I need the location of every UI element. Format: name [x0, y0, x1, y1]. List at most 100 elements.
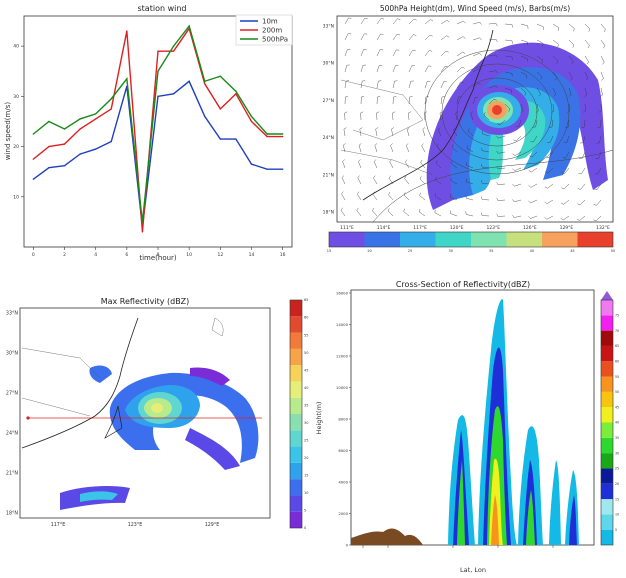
lon-tick-label: 117°E	[413, 225, 427, 231]
data-point	[266, 136, 267, 137]
colorbar-swatch	[290, 479, 302, 495]
lat-tick-label: 18°N	[6, 511, 19, 517]
data-point	[157, 96, 158, 97]
colorbar-swatch	[290, 512, 302, 528]
data-point	[79, 153, 80, 154]
data-point	[282, 168, 283, 169]
y-tick-label: 2000	[338, 511, 348, 516]
colorbar-tick-label: 30	[615, 451, 619, 455]
colorbar-tick-label: 30	[304, 421, 308, 425]
data-point	[142, 231, 143, 232]
max-reflectivity-map: Max Reflectivity (dBZ) 18°N21°N24°N27°N3…	[0, 288, 313, 576]
colorbar-swatch	[290, 333, 302, 349]
y-tick-label: 10000	[336, 385, 349, 390]
x-axis-label: Lat, Lon	[460, 566, 486, 574]
x-axis-label: time(hour)	[139, 254, 177, 262]
y-tick-label: 30	[13, 94, 19, 100]
chart-title: station wind	[138, 4, 187, 13]
colorbar-swatch	[436, 232, 472, 247]
data-point	[157, 71, 158, 72]
colorbar-swatch	[290, 349, 302, 365]
y-tick-label: 0	[346, 542, 349, 547]
colorbar-tick-label: 50	[304, 351, 308, 355]
data-point	[235, 138, 236, 139]
lon-tick-label: 117°E	[51, 522, 66, 528]
x-tick-label: 12	[217, 252, 223, 258]
x-tick-label: 4	[94, 252, 97, 258]
data-point	[235, 91, 236, 92]
data-point	[79, 118, 80, 119]
lat-tick-label: 27°N	[323, 98, 334, 104]
x-tick-label: 6	[125, 252, 128, 258]
map-title: Max Reflectivity (dBZ)	[101, 297, 190, 306]
data-point	[142, 221, 143, 222]
legend-entry-500hpa: 500hPa	[262, 36, 288, 44]
y-tick-label: 12000	[336, 353, 349, 358]
legend-entry-10m: 10m	[262, 18, 278, 26]
colorbar-tick-label: 55	[615, 375, 619, 379]
colorbar-tick-label: 45	[570, 249, 574, 253]
colorbar-swatch	[290, 300, 302, 316]
colorbar-swatch	[601, 331, 613, 346]
colorbar-tick-label: 5	[615, 528, 617, 532]
colorbar-swatch	[578, 232, 614, 247]
y-tick-label: 14000	[336, 322, 349, 327]
colorbar-tick-label: 15	[327, 249, 331, 253]
colorbar-swatch	[329, 232, 365, 247]
data-point	[251, 163, 252, 164]
lat-tick-label: 21°N	[6, 471, 19, 477]
lon-tick-label: 123°E	[486, 225, 500, 231]
colorbar-swatch	[601, 438, 613, 453]
colorbar-swatch	[290, 414, 302, 430]
data-point	[266, 168, 267, 169]
colorbar-tick-label: 20	[367, 249, 371, 253]
cross-section-chart: Cross-Section of Reflectivity(dBZ) 02000…	[313, 290, 626, 578]
data-point	[173, 45, 174, 46]
x-tick-label: 16	[280, 252, 286, 258]
colorbar-tick-label: 35	[304, 403, 308, 407]
chart-title: Cross-Section of Reflectivity(dBZ)	[396, 280, 530, 289]
colorbar-tick-label: 50	[615, 390, 619, 394]
colorbar-tick-label: 75	[615, 314, 619, 318]
colorbar-tick-label: 10	[304, 491, 308, 495]
colorbar-swatch	[290, 463, 302, 479]
lat-tick-label: 33°N	[6, 311, 19, 317]
y-tick-label: 16000	[336, 290, 349, 295]
lat-tick-label: 33°N	[323, 24, 334, 30]
colorbar-tick-label: 30	[448, 249, 452, 253]
map-title: 500hPa Height(dm), Wind Speed (m/s), Bar…	[380, 4, 570, 13]
data-point	[111, 141, 112, 142]
colorbar-swatch	[601, 300, 613, 315]
height-wind-map: 500hPa Height(dm), Wind Speed (m/s), Bar…	[313, 0, 626, 288]
colorbar-tick-label: 0	[304, 526, 306, 530]
colorbar-extend-arrow	[601, 291, 613, 300]
colorbar-tick-label: 40	[530, 249, 534, 253]
data-point	[33, 179, 34, 180]
lon-tick-label: 123°E	[128, 522, 143, 528]
data-point	[48, 146, 49, 147]
data-point	[204, 116, 205, 117]
data-point	[111, 108, 112, 109]
colorbar-tick-label: 50	[611, 249, 615, 253]
data-point	[282, 136, 283, 137]
lat-tick-label: 27°N	[6, 391, 19, 397]
colorbar-swatch	[290, 430, 302, 446]
colorbar-tick-label: 40	[615, 421, 619, 425]
colorbar-tick-label: 5	[304, 509, 306, 513]
data-point	[111, 98, 112, 99]
colorbar-tick-label: 10	[615, 513, 619, 517]
data-point	[282, 133, 283, 134]
data-point	[188, 25, 189, 26]
data-point	[188, 81, 189, 82]
lon-tick-label: 132°E	[596, 225, 610, 231]
colorbar-swatch	[601, 423, 613, 438]
data-point	[204, 83, 205, 84]
colorbar-tick-label: 45	[304, 368, 308, 372]
legend: 10m 200m 500hPa	[236, 15, 292, 45]
y-tick-label: 8000	[338, 416, 348, 421]
colorbar-swatch	[601, 392, 613, 407]
colorbar-swatch	[290, 398, 302, 414]
